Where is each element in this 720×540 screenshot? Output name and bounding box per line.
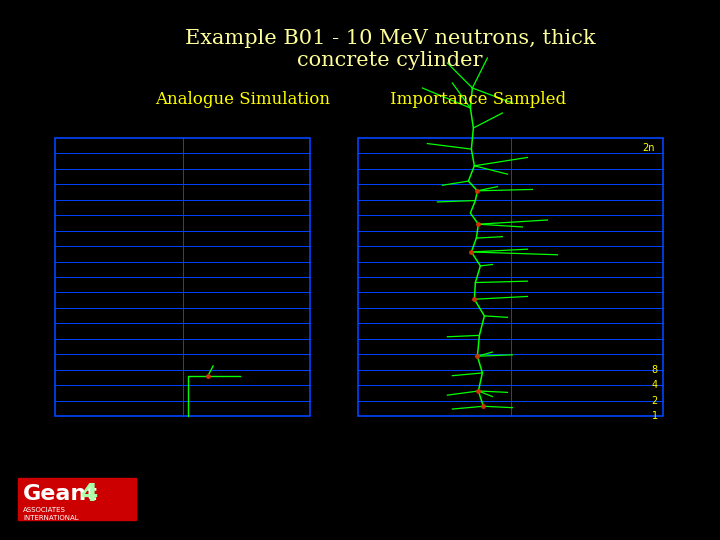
Text: concrete cylinder: concrete cylinder [297, 51, 482, 70]
Text: Analogue Simulation: Analogue Simulation [155, 91, 330, 109]
Text: INTERNATIONAL: INTERNATIONAL [23, 515, 78, 521]
Text: Example B01 - 10 MeV neutrons, thick: Example B01 - 10 MeV neutrons, thick [185, 29, 595, 48]
Text: 4: 4 [81, 482, 99, 506]
Text: Geant: Geant [23, 484, 98, 504]
Polygon shape [18, 478, 136, 520]
Text: 4: 4 [652, 380, 658, 390]
Text: ASSOCIATES: ASSOCIATES [23, 507, 66, 513]
Text: 1: 1 [652, 411, 658, 421]
Text: 2: 2 [652, 396, 658, 406]
Text: Importance Sampled: Importance Sampled [390, 91, 566, 109]
Text: 2n: 2n [642, 143, 655, 153]
Text: 8: 8 [652, 365, 658, 375]
